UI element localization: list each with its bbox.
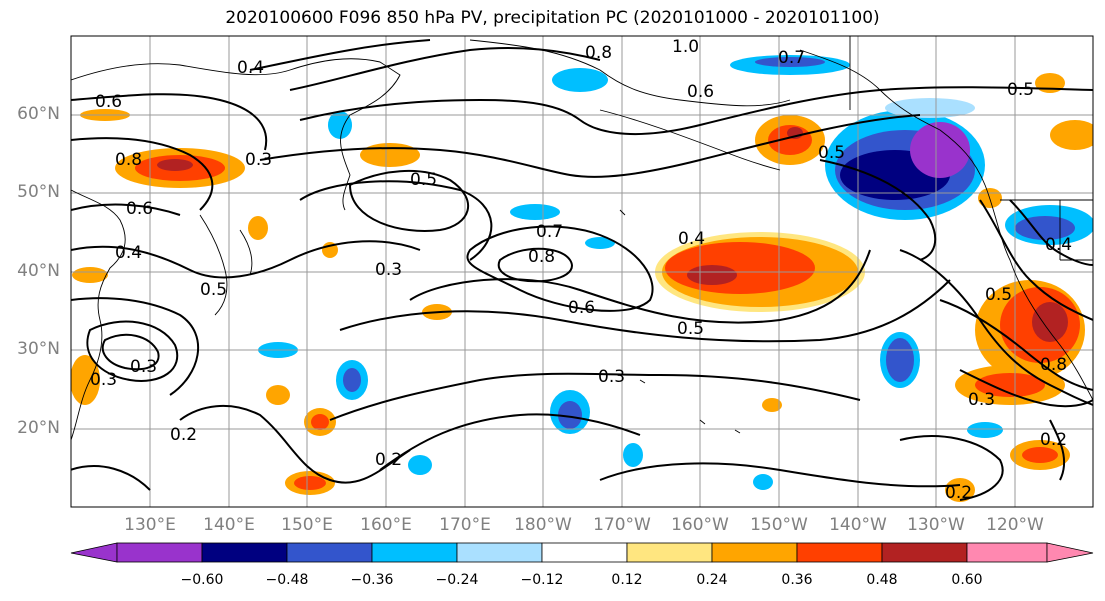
colorbar-segment	[286, 542, 373, 563]
contour-label: 0.4	[115, 243, 142, 263]
contour-label: 0.6	[126, 199, 153, 219]
lon-label: 130°E	[124, 515, 176, 535]
colorbar-segment	[966, 542, 1048, 563]
lat-label: 20°N	[17, 418, 60, 438]
colorbar-segment	[116, 542, 203, 563]
colorbar-tick-label: 0.12	[611, 572, 643, 588]
contour-label: 0.3	[130, 357, 157, 377]
colorbar-tick-label: 0.36	[781, 572, 813, 588]
contour-label: 0.3	[598, 367, 625, 387]
contour-label: 0.2	[170, 425, 197, 445]
colorbar-tick-label: 0.60	[951, 572, 983, 588]
contour-label: 0.6	[687, 82, 714, 102]
contour-label: 0.5	[410, 170, 437, 190]
map-title: 2020100600 F096 850 hPa PV, precipitatio…	[225, 8, 880, 28]
lon-label: 170°W	[593, 515, 651, 535]
colorbar-segment	[796, 542, 883, 563]
pv-contours	[71, 39, 1093, 501]
lat-label: 40°N	[17, 261, 60, 281]
colorbar-segment	[626, 542, 713, 563]
contour-label: 0.3	[968, 390, 995, 410]
contour-label: 0.6	[95, 92, 122, 112]
colorbar	[70, 542, 1094, 563]
colorbar-segment	[881, 542, 968, 563]
contour-label: 0.2	[1040, 430, 1067, 450]
colorbar-tick-label: 0.24	[696, 572, 728, 588]
colorbar-segment	[541, 542, 628, 563]
contour-label: 0.2	[375, 450, 402, 470]
colorbar-segment	[371, 542, 458, 563]
colorbar-segment	[201, 542, 288, 563]
contour-label: 0.4	[1045, 235, 1072, 255]
colorbar-segment	[1046, 542, 1094, 563]
lon-label: 170°E	[439, 515, 491, 535]
lon-label: 140°W	[829, 515, 887, 535]
colorbar-tick-label: −0.12	[520, 572, 564, 588]
colorbar-tick-label: −0.24	[435, 572, 479, 588]
contour-label: 0.3	[375, 260, 402, 280]
lon-label: 180°W	[514, 515, 572, 535]
lon-label: 130°W	[907, 515, 965, 535]
lon-label: 120°W	[986, 515, 1044, 535]
contour-label: 0.2	[945, 483, 972, 503]
contour-label: 0.5	[200, 280, 227, 300]
contour-label: 0.8	[1040, 355, 1067, 375]
colorbar-segment	[70, 542, 118, 563]
contour-label: 0.5	[1007, 80, 1034, 100]
colorbar-segment	[456, 542, 543, 563]
contour-label: 0.8	[115, 150, 142, 170]
contour-label: 0.4	[678, 229, 705, 249]
plot-frame	[70, 35, 1094, 508]
lon-label: 140°E	[203, 515, 255, 535]
lat-label: 60°N	[17, 104, 60, 124]
contour-label: 0.7	[536, 222, 563, 242]
colorbar-tick-label: −0.48	[265, 572, 309, 588]
contour-label: 0.3	[245, 150, 272, 170]
gridlines	[71, 36, 1093, 507]
contour-label: 0.6	[568, 298, 595, 318]
colorbar-tick-label: −0.60	[180, 572, 224, 588]
contour-label: 0.4	[237, 58, 264, 78]
contour-label: 0.5	[677, 319, 704, 339]
colorbar-tick-label: −0.36	[350, 572, 394, 588]
contour-label: 0.5	[985, 285, 1012, 305]
lat-label: 50°N	[17, 182, 60, 202]
contour-labels: 0.4 0.8 1.0 0.7 0.6 0.5 0.3 0.5 0.8 0.6 …	[90, 37, 1072, 503]
colorbar-segment	[711, 542, 798, 563]
contour-label: 0.8	[528, 247, 555, 267]
contour-label: 1.0	[672, 37, 699, 57]
lon-label: 150°W	[750, 515, 808, 535]
contour-label: 0.5	[818, 143, 845, 163]
contour-label: 0.7	[778, 48, 805, 68]
lon-label: 160°W	[671, 515, 729, 535]
colorbar-tick-label: 0.48	[866, 572, 898, 588]
lon-label: 160°E	[360, 515, 412, 535]
precip-shading	[71, 55, 1093, 502]
contour-label: 0.8	[585, 43, 612, 63]
lat-label: 30°N	[17, 339, 60, 359]
contour-label: 0.3	[90, 370, 117, 390]
lon-label: 150°E	[281, 515, 333, 535]
